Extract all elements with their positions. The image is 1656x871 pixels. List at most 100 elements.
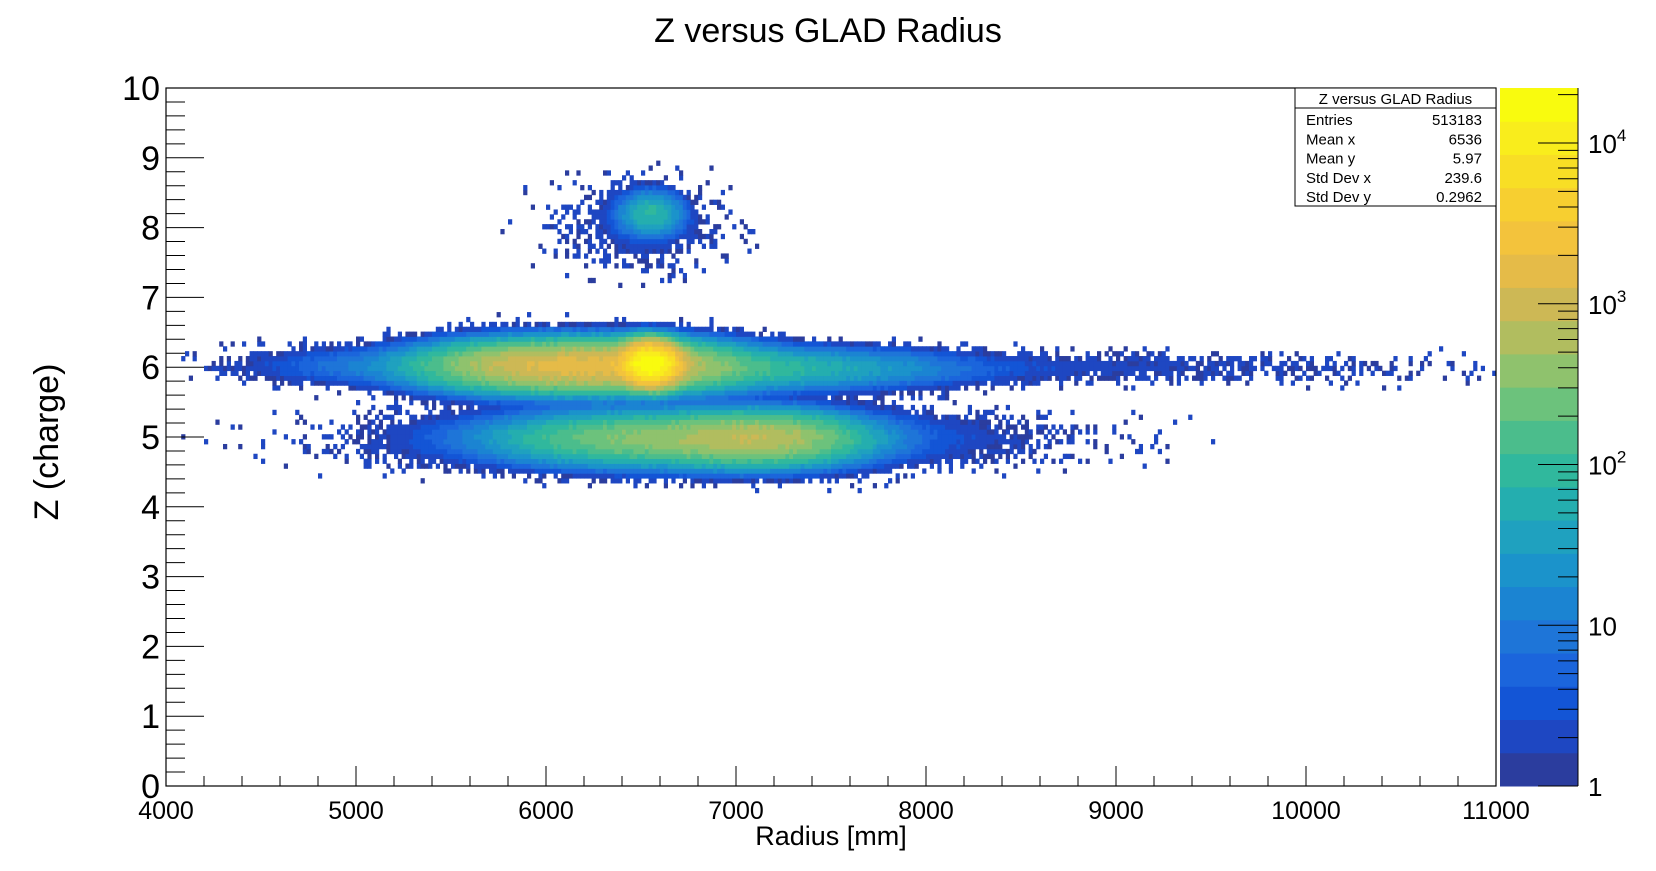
heatmap-cell bbox=[705, 424, 710, 430]
heatmap-cell bbox=[595, 336, 600, 342]
heatmap-cell bbox=[717, 224, 722, 230]
heatmap-cell bbox=[508, 356, 513, 362]
heatmap-cell bbox=[428, 409, 433, 416]
heatmap-cell bbox=[523, 336, 528, 342]
heatmap-cell bbox=[587, 463, 592, 469]
heatmap-cell bbox=[884, 370, 889, 376]
heatmap-cell bbox=[451, 365, 456, 372]
heatmap-cell bbox=[435, 395, 440, 401]
heatmap-cell bbox=[302, 370, 307, 376]
heatmap-cell bbox=[686, 375, 691, 381]
heatmap-cell bbox=[489, 458, 494, 464]
heatmap-cell bbox=[538, 458, 543, 464]
heatmap-cell bbox=[546, 356, 551, 362]
heatmap-cell bbox=[591, 478, 596, 484]
heatmap-cell bbox=[857, 390, 862, 396]
heatmap-cell bbox=[694, 424, 699, 430]
heatmap-cell bbox=[686, 468, 691, 474]
heatmap-cell bbox=[652, 341, 657, 347]
heatmap-cell bbox=[576, 414, 581, 420]
heatmap-cell bbox=[644, 404, 649, 411]
heatmap-cell bbox=[762, 434, 767, 440]
heatmap-cell bbox=[295, 370, 300, 376]
heatmap-cell bbox=[743, 390, 748, 396]
heatmap-cell bbox=[694, 209, 699, 215]
heatmap-cell bbox=[644, 233, 649, 240]
heatmap-cell bbox=[770, 370, 775, 376]
heatmap-cell bbox=[568, 346, 573, 352]
heatmap-cell bbox=[644, 321, 649, 328]
heatmap-cell bbox=[846, 390, 851, 396]
heatmap-cell bbox=[785, 390, 790, 396]
heatmap-cell bbox=[230, 370, 235, 376]
heatmap-cell bbox=[694, 468, 699, 474]
heatmap-cell bbox=[637, 224, 642, 230]
heatmap-cell bbox=[720, 429, 725, 435]
heatmap-cell bbox=[572, 395, 577, 401]
heatmap-cell bbox=[477, 404, 482, 411]
heatmap-cell bbox=[827, 341, 832, 347]
heatmap-cell bbox=[656, 395, 661, 401]
heatmap-cell bbox=[477, 429, 482, 435]
heatmap-cell bbox=[549, 346, 554, 352]
heatmap-cell bbox=[629, 326, 634, 333]
heatmap-cell bbox=[447, 346, 452, 352]
heatmap-cell bbox=[454, 365, 459, 372]
heatmap-cell bbox=[751, 468, 756, 474]
heatmap-cell bbox=[884, 414, 889, 420]
heatmap-cell bbox=[827, 356, 832, 362]
heatmap-cell bbox=[709, 356, 714, 362]
heatmap-cell bbox=[397, 424, 402, 430]
heatmap-cell bbox=[815, 380, 820, 386]
heatmap-cell bbox=[755, 453, 760, 460]
heatmap-cell bbox=[872, 404, 877, 411]
heatmap-cell bbox=[698, 233, 703, 240]
heatmap-cell bbox=[682, 229, 687, 235]
heatmap-cell bbox=[515, 404, 520, 411]
heatmap-cell bbox=[618, 458, 623, 464]
heatmap-cell bbox=[420, 370, 425, 376]
heatmap-cell bbox=[720, 414, 725, 420]
heatmap-cell bbox=[606, 458, 611, 464]
heatmap-cell bbox=[542, 448, 547, 455]
heatmap-cell bbox=[314, 375, 319, 381]
heatmap-cell bbox=[641, 248, 646, 254]
heatmap-cell bbox=[686, 194, 691, 201]
heatmap-cell bbox=[789, 429, 794, 435]
heatmap-cell bbox=[394, 341, 399, 347]
heatmap-cell bbox=[519, 409, 524, 416]
heatmap-cell bbox=[831, 400, 836, 406]
heatmap-cell bbox=[576, 468, 581, 474]
heatmap-cell bbox=[321, 346, 326, 352]
heatmap-cell bbox=[511, 419, 516, 425]
heatmap-cell bbox=[511, 375, 516, 381]
heatmap-cell bbox=[587, 277, 592, 284]
heatmap-cell bbox=[736, 346, 741, 352]
heatmap-cell bbox=[492, 443, 497, 450]
heatmap-cell bbox=[629, 439, 634, 445]
heatmap-cell bbox=[519, 404, 524, 411]
heatmap-cell bbox=[321, 375, 326, 381]
heatmap-cell bbox=[375, 351, 380, 357]
heatmap-cell bbox=[755, 356, 760, 362]
heatmap-cell bbox=[709, 375, 714, 381]
heatmap-cell bbox=[435, 351, 440, 357]
heatmap-cell bbox=[720, 478, 725, 484]
heatmap-cell bbox=[299, 341, 304, 347]
heatmap-cell bbox=[371, 341, 376, 347]
heatmap-cell bbox=[291, 360, 296, 367]
heatmap-cell bbox=[557, 219, 562, 225]
heatmap-cell bbox=[625, 233, 630, 240]
heatmap-cell bbox=[576, 360, 581, 367]
heatmap-cell bbox=[576, 326, 581, 333]
heatmap-cell bbox=[553, 439, 558, 445]
heatmap-cell bbox=[671, 268, 676, 274]
heatmap-cell bbox=[523, 434, 528, 440]
heatmap-cell bbox=[473, 390, 478, 396]
heatmap-cell bbox=[679, 170, 684, 176]
heatmap-cell bbox=[401, 336, 406, 342]
heatmap-cell bbox=[739, 356, 744, 362]
heatmap-cell bbox=[694, 331, 699, 337]
heatmap-cell bbox=[568, 224, 573, 230]
heatmap-cell bbox=[614, 419, 619, 425]
